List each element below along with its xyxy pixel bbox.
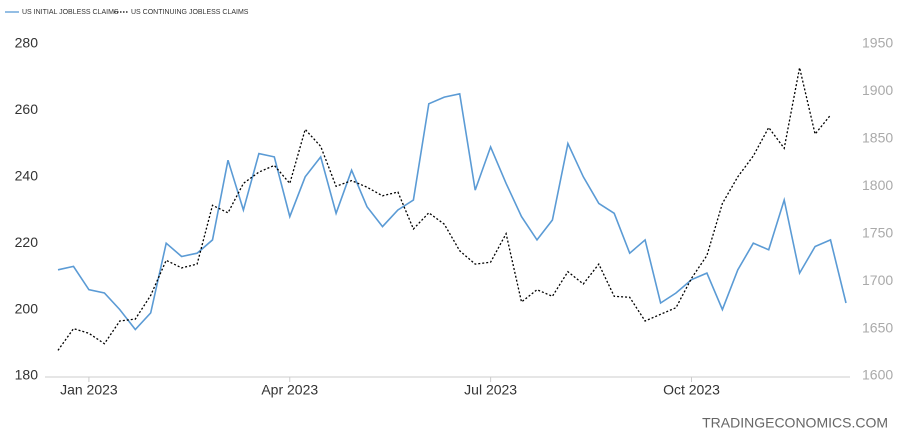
y2-tick-label: 1900 [862,82,893,98]
x-tick-label: Oct 2023 [663,382,720,398]
y2-tick-label: 1950 [862,35,893,51]
y2-tick-label: 1600 [862,367,893,383]
x-tick-label: Jan 2023 [60,382,118,398]
y2-tick-label: 1800 [862,177,893,193]
y-tick-label: 200 [15,300,39,316]
series-line [57,67,832,351]
y-tick-label: 240 [15,168,39,184]
y-tick-label: 280 [15,35,39,51]
legend-label: US CONTINUING JOBLESS CLAIMS [131,9,249,16]
y2-tick-label: 1700 [862,272,893,288]
y-tick-label: 260 [15,101,39,117]
y2-tick-label: 1750 [862,224,893,240]
y-tick-label: 180 [15,367,39,383]
watermark: TRADINGECONOMICS.COM [702,415,888,431]
x-tick-label: Jul 2023 [464,382,517,398]
series-line [57,92,847,331]
y2-tick-label: 1850 [862,130,893,146]
x-tick-label: Apr 2023 [261,382,318,398]
y2-tick-label: 1650 [862,319,893,335]
legend-label: US INITIAL JOBLESS CLAIMS [22,9,119,16]
y-tick-label: 220 [15,234,39,250]
